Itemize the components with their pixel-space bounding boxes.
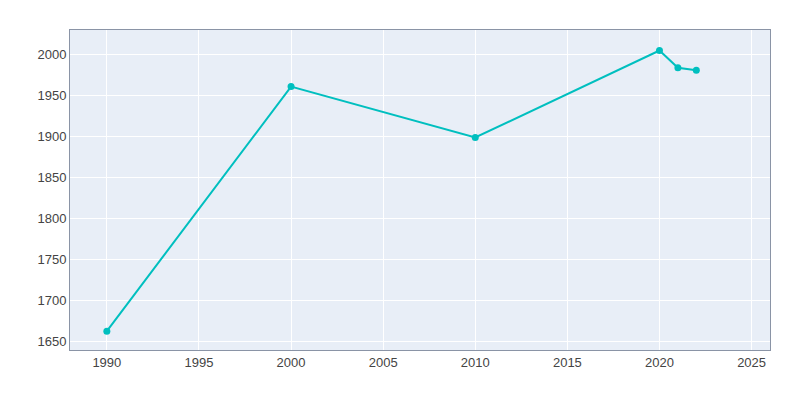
svg-text:1900: 1900	[37, 129, 66, 144]
svg-text:1800: 1800	[37, 211, 66, 226]
svg-text:2010: 2010	[461, 355, 490, 370]
svg-text:1950: 1950	[37, 88, 66, 103]
svg-text:1700: 1700	[37, 293, 66, 308]
svg-text:1650: 1650	[37, 334, 66, 349]
svg-text:2000: 2000	[37, 47, 66, 62]
svg-text:1995: 1995	[184, 355, 213, 370]
svg-text:2015: 2015	[553, 355, 582, 370]
svg-text:1850: 1850	[37, 170, 66, 185]
svg-text:2000: 2000	[277, 355, 306, 370]
svg-text:1990: 1990	[92, 355, 121, 370]
svg-text:2005: 2005	[369, 355, 398, 370]
svg-text:1750: 1750	[37, 252, 66, 267]
svg-text:2025: 2025	[737, 355, 766, 370]
svg-text:2020: 2020	[645, 355, 674, 370]
